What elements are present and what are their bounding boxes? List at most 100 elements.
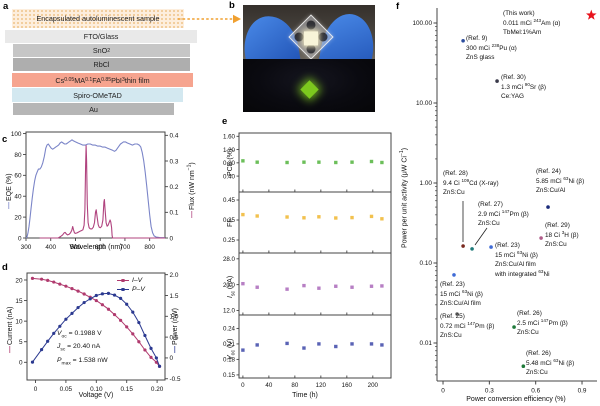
time-axis-title: Time (h) <box>292 392 318 399</box>
svg-text:0.35: 0.35 <box>223 217 236 224</box>
svg-text:600: 600 <box>95 244 106 251</box>
svg-text:0: 0 <box>19 360 23 367</box>
svg-text:0.2: 0.2 <box>170 184 179 191</box>
eqe-axis-text: EQE (%) <box>6 173 13 201</box>
annotation-ref--26: (Ref. 26) 2.5 mCi 147Pm (β) ZnS:Cu <box>517 310 568 337</box>
glowing-sample <box>300 80 319 99</box>
annotation-ref--29: (Ref. 29) 18 Ci 3H (β) ZnS:Cu <box>545 222 579 249</box>
svg-text:400: 400 <box>45 244 56 251</box>
flux-dash: — <box>189 211 197 218</box>
panel-label-a: a <box>3 1 9 12</box>
svg-text:200: 200 <box>368 382 379 389</box>
svg-text:10.00: 10.00 <box>416 100 432 107</box>
svg-text:0.20: 0.20 <box>151 386 164 393</box>
svg-text:0.15: 0.15 <box>120 386 133 393</box>
svg-text:0.18: 0.18 <box>223 357 236 364</box>
svg-text:2.0: 2.0 <box>170 272 179 279</box>
svg-text:0.15: 0.15 <box>223 372 236 379</box>
svg-text:0.40: 0.40 <box>223 173 236 180</box>
svg-text:20: 20 <box>15 277 23 284</box>
eqe-dash: — <box>6 202 13 209</box>
svg-text:60: 60 <box>14 173 22 180</box>
svg-text:0: 0 <box>241 382 245 389</box>
svg-text:12.0: 12.0 <box>223 308 236 315</box>
comparison-chart: 100.00 10.00 1.00 0.10 0.01 0 0.3 0.6 0.9 <box>412 8 597 395</box>
activity-axis-title: Power per unit activity (μW Ci−1) <box>399 147 409 248</box>
pce-axis-title: PCE (%) <box>227 148 234 176</box>
svg-text:28.0: 28.0 <box>223 256 236 263</box>
svg-text:100.00: 100.00 <box>412 20 432 27</box>
svg-text:700: 700 <box>120 244 131 251</box>
panel-label-b: b <box>229 0 235 11</box>
svg-text:80: 80 <box>291 382 298 389</box>
panel-label-f: f <box>396 1 400 12</box>
svg-text:0: 0 <box>34 386 38 393</box>
legend-item: I–V <box>117 276 145 285</box>
svg-text:0: 0 <box>18 235 22 242</box>
svg-text:0.01: 0.01 <box>420 340 433 347</box>
svg-text:1.20: 1.20 <box>223 147 236 154</box>
annotation-ref--30: (Ref. 30) 1.3 mCi 90Sr (β) Ce:YAG <box>501 74 547 101</box>
stability-chart: 0.40 0.80 1.20 1.60 0.25 0.35 0.45 12.0 20.0 28.0… <box>223 132 392 389</box>
annotation-ref--26: (Ref. 26) 5.48 mCi 63Ni (β) ZnS:Cu <box>526 350 575 377</box>
svg-text:300: 300 <box>21 244 32 251</box>
iv-pv-legend: I–V P–V <box>117 276 145 294</box>
svg-text:0.9: 0.9 <box>578 388 587 395</box>
svg-text:0.45: 0.45 <box>223 197 236 204</box>
emitting-area <box>304 31 318 46</box>
svg-text:1.00: 1.00 <box>420 180 433 187</box>
svg-text:0: 0 <box>170 355 174 362</box>
svg-text:0: 0 <box>170 235 174 242</box>
svg-text:0.25: 0.25 <box>223 237 236 244</box>
svg-text:120: 120 <box>316 382 327 389</box>
flux-axis-title: —Flux (nW nm−1) <box>187 162 196 218</box>
annotation-ref--28: (Ref. 28) 9.4 Ci 109Cd (X-ray) ZnS:Cu <box>443 170 499 197</box>
svg-text:1.5: 1.5 <box>170 293 179 300</box>
power-axis-title: —Power (nW) <box>172 308 179 353</box>
svg-text:0.3: 0.3 <box>485 388 494 395</box>
iv-pv-chart: 0 0.05 0.10 0.15 0.20 0 5 10 15 20 -0.5 0 0.5 1.0 1.5 2… <box>15 272 181 393</box>
stack-layer-4: RbCl <box>13 58 190 71</box>
panel-label-d: d <box>2 262 8 273</box>
svg-text:40: 40 <box>14 194 22 201</box>
annotation-ref--24: (Ref. 24) 5.85 mCi 63Ni (β) ZnS:Cu/Al <box>536 168 585 195</box>
sample-arrow <box>178 14 241 24</box>
stack-layer-2: FTO/Glass <box>5 30 197 43</box>
current-axis-text: Current (nA) <box>7 306 14 345</box>
sample-photo-ambient <box>243 5 375 59</box>
annotation-ref--23: (Ref. 23) 15 mCi 63Ni (β) ZnS:Cu/Al film wi… <box>495 242 550 279</box>
power-axis-text: Power (nW) <box>172 308 179 345</box>
svg-text:160: 160 <box>342 382 353 389</box>
svg-text:1.0: 1.0 <box>170 314 179 321</box>
svg-text:0.1: 0.1 <box>170 210 179 217</box>
svg-text:40: 40 <box>265 382 272 389</box>
svg-text:20.0: 20.0 <box>223 282 236 289</box>
svg-text:0.6: 0.6 <box>531 388 540 395</box>
svg-text:0.80: 0.80 <box>223 160 236 167</box>
wavelength-axis-title: Wavelength (nm) <box>69 244 123 251</box>
current-axis-title: —Current (nA) <box>7 306 14 353</box>
stack-layer-7: Au <box>13 103 174 115</box>
svg-text:-0.5: -0.5 <box>170 376 181 383</box>
eqe-flux-chart: 300 400 500 600 700 800 0 20 40 60 80 100 0 0.1 0.2 0.3… <box>11 131 179 251</box>
svg-text:20: 20 <box>14 214 22 221</box>
panel-label-e: e <box>222 116 228 127</box>
annotation-ref--9: (Ref. 9) 300 mCi 238Pu (α) ZnS glass <box>466 35 517 62</box>
svg-text:0.21: 0.21 <box>223 341 236 348</box>
svg-text:10: 10 <box>15 318 23 325</box>
iv-parameters: Voc = 0.1988 V Jsc = 20.40 nA Pmax = 1.538… <box>57 330 108 367</box>
svg-text:0.10: 0.10 <box>420 260 433 267</box>
annotation-ref--25: (Ref. 25) 0.72 mCi 147Pm (β) ZnS:Cu <box>440 313 495 340</box>
flux-axis-text: Flux (nW nm−1) <box>187 162 197 210</box>
svg-text:80: 80 <box>14 152 22 159</box>
voc-axis-title: Voc (V) <box>227 338 237 360</box>
svg-text:15: 15 <box>15 298 23 305</box>
annotation-ref--27: (Ref. 27) 2.9 mCi 147Pm (β) ZnS:Cu <box>478 201 529 228</box>
annotation-ref--23: (Ref. 23) 15 mCi 63Ni (β) ZnS:Cu/Al film <box>440 281 483 308</box>
ff-axis-title: FF <box>227 218 234 227</box>
sample-photo-dark <box>243 59 375 112</box>
eqe-axis-title: —EQE (%) <box>6 173 13 209</box>
stack-layer-1: Encapsulated autoluminescent sample <box>12 9 184 28</box>
svg-text:0.4: 0.4 <box>170 133 179 140</box>
